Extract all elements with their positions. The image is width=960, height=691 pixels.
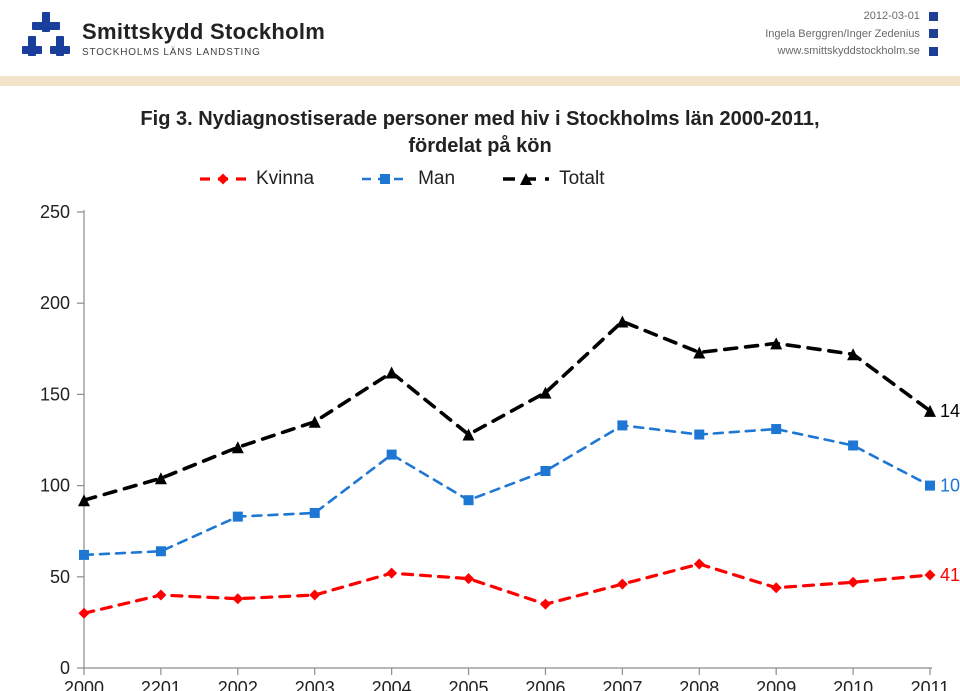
chart-title: Fig 3. Nydiagnostiserade personer med hi… <box>0 106 960 160</box>
svg-text:2008: 2008 <box>679 678 719 691</box>
legend-swatch-man <box>362 170 408 188</box>
svg-text:2009: 2009 <box>756 678 796 691</box>
svg-text:2011: 2011 <box>911 678 950 691</box>
legend-item-totalt: Totalt <box>503 168 604 190</box>
chart-legend: Kvinna Man Totalt <box>200 168 605 190</box>
svg-text:2002: 2002 <box>218 678 258 691</box>
svg-text:150: 150 <box>40 384 70 404</box>
svg-text:2003: 2003 <box>295 678 335 691</box>
svg-text:100: 100 <box>940 476 960 496</box>
header-url: www.smittskyddstockholm.se <box>778 45 920 57</box>
sll-logo-icon <box>22 10 70 66</box>
legend-label-man: Man <box>418 168 455 190</box>
legend-item-man: Man <box>362 168 455 190</box>
svg-text:2000: 2000 <box>64 678 104 691</box>
svg-text:250: 250 <box>40 202 70 222</box>
chart-title-line-1: Fig 3. Nydiagnostiserade personer med hi… <box>140 108 819 130</box>
chart-container: Kvinna Man Totalt 0 50 100 150 200 250 2000 2201 2… <box>0 168 960 691</box>
svg-text:200: 200 <box>40 293 70 313</box>
legend-swatch-kvinna <box>200 170 246 188</box>
header-meta: 2012-03-01 Ingela Berggren/Inger Zedeniu… <box>765 8 938 61</box>
line-chart: 0 50 100 150 200 250 2000 2201 2002 2003 2004 2005 2… <box>0 168 960 691</box>
header-strip <box>0 76 960 86</box>
brand-logo: Smittskydd Stockholm STOCKHOLMS LÄNS LAN… <box>22 10 325 66</box>
legend-label-kvinna: Kvinna <box>256 168 314 190</box>
accent-square-icon <box>929 47 938 56</box>
svg-text:50: 50 <box>50 567 70 587</box>
svg-text:141: 141 <box>940 401 960 421</box>
svg-text:2010: 2010 <box>833 678 873 691</box>
svg-text:2004: 2004 <box>372 678 412 691</box>
brand-title: Smittskydd Stockholm <box>82 19 325 45</box>
svg-text:2006: 2006 <box>525 678 565 691</box>
accent-square-icon <box>929 29 938 38</box>
svg-text:100: 100 <box>40 476 70 496</box>
svg-text:2201: 2201 <box>141 678 181 691</box>
legend-item-kvinna: Kvinna <box>200 168 314 190</box>
svg-text:2005: 2005 <box>449 678 489 691</box>
header-date: 2012-03-01 <box>864 10 920 22</box>
accent-square-icon <box>929 12 938 21</box>
header-authors: Ingela Berggren/Inger Zedenius <box>765 28 920 40</box>
svg-text:2007: 2007 <box>602 678 642 691</box>
legend-swatch-totalt <box>503 170 549 188</box>
chart-title-line-2: fördelat på kön <box>408 135 551 157</box>
brand-subtitle: STOCKHOLMS LÄNS LANDSTING <box>82 47 325 58</box>
legend-label-totalt: Totalt <box>559 168 604 190</box>
svg-text:41: 41 <box>940 565 960 585</box>
svg-text:0: 0 <box>60 658 70 678</box>
